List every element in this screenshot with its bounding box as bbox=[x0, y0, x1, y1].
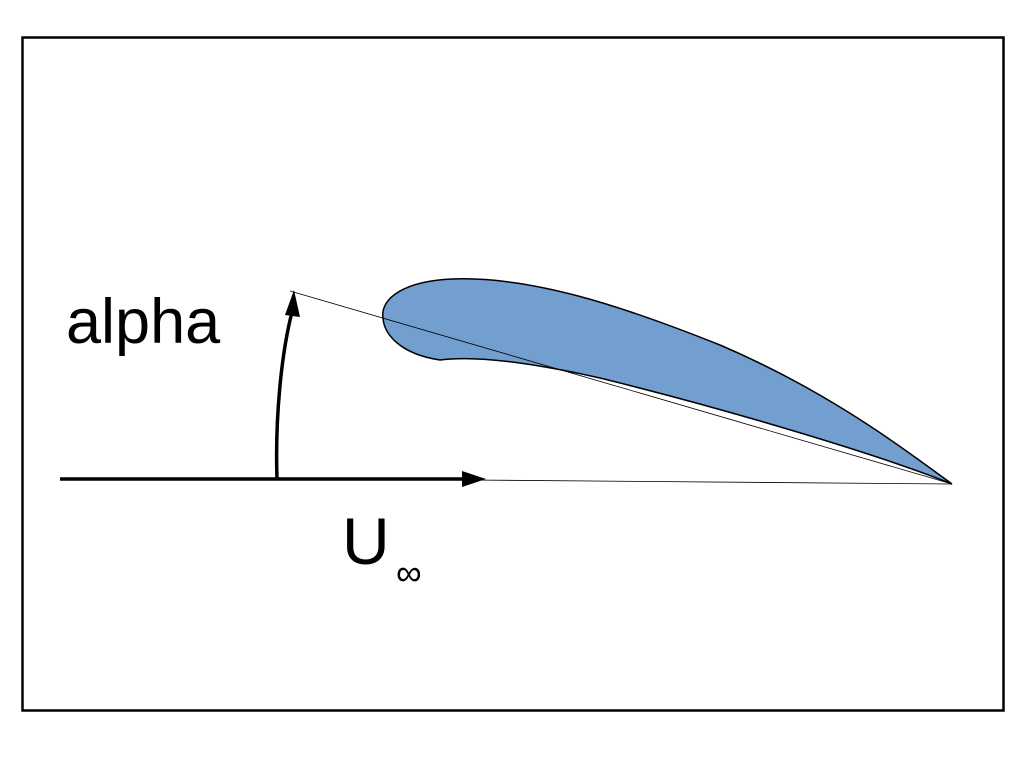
alpha-arrowhead bbox=[285, 290, 300, 317]
airfoil-shape bbox=[382, 278, 953, 485]
diagram-frame bbox=[21, 36, 1005, 712]
velocity-label: U bbox=[342, 504, 390, 578]
chord-line bbox=[289, 290, 953, 485]
alpha-arc bbox=[274, 311, 294, 480]
freestream-arrowhead bbox=[462, 471, 486, 487]
alpha-label: alpha bbox=[66, 287, 221, 357]
velocity-subscript: ∞ bbox=[396, 552, 422, 593]
freestream-reference-line bbox=[469, 479, 953, 485]
